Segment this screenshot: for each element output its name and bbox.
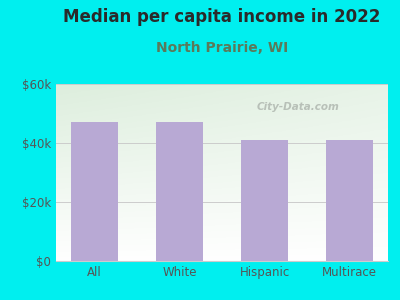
Text: Median per capita income in 2022: Median per capita income in 2022 (63, 8, 381, 26)
Bar (326, 140, 373, 261)
Bar (71, 122, 118, 261)
Bar (326, 140, 373, 261)
Bar (156, 122, 203, 261)
Bar (241, 140, 288, 261)
Text: City-Data.com: City-Data.com (257, 102, 340, 112)
Bar (156, 122, 203, 261)
Bar (241, 140, 288, 261)
Text: North Prairie, WI: North Prairie, WI (156, 40, 288, 55)
Bar (71, 122, 118, 261)
